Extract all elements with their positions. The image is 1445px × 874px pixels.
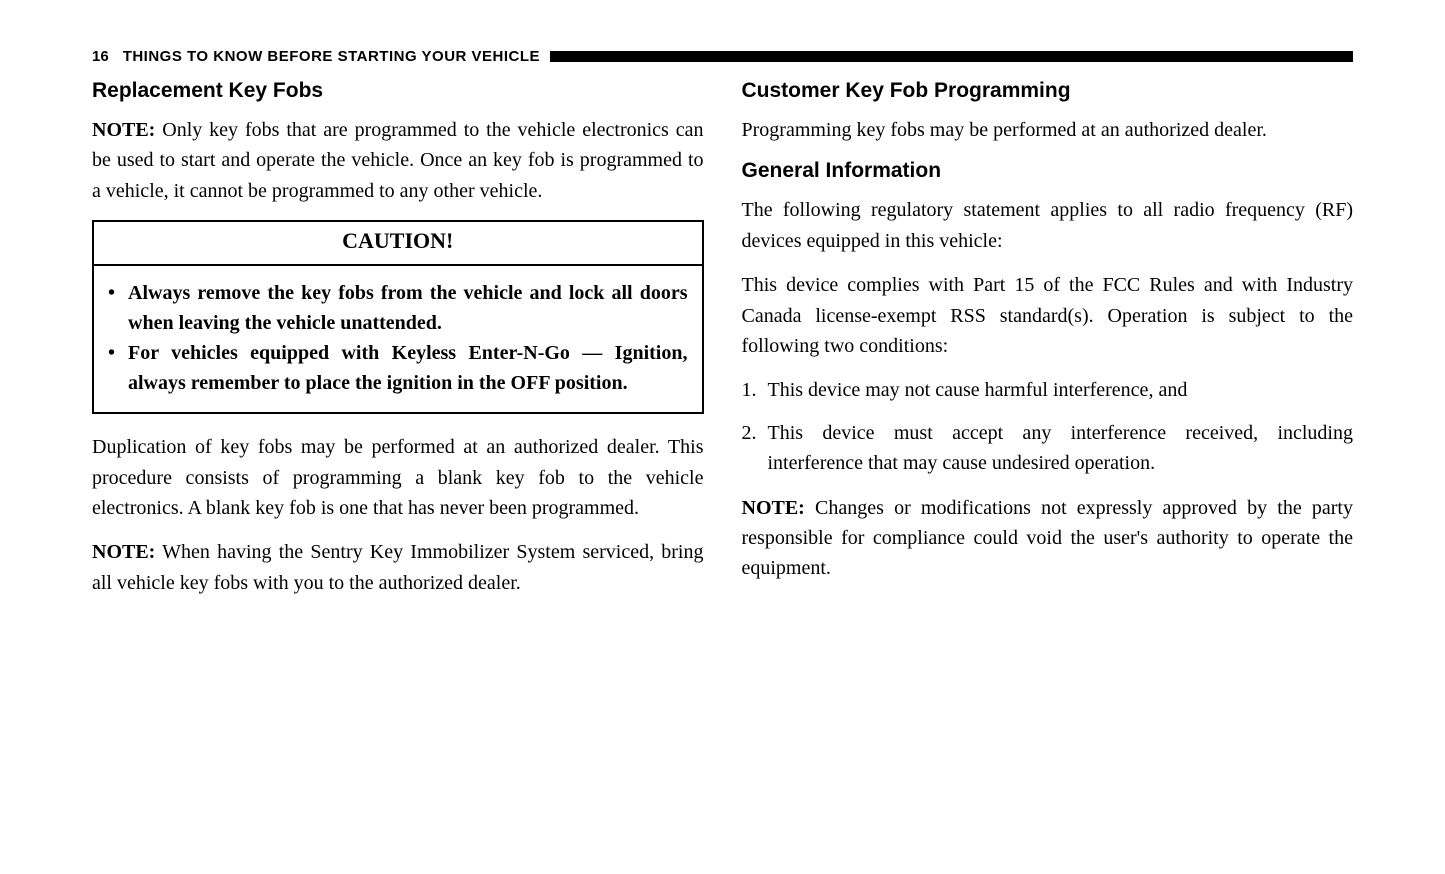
left-column: Replacement Key Fobs NOTE: Only key fobs…	[92, 73, 704, 612]
caution-title: CAUTION!	[94, 222, 702, 266]
note-label: NOTE:	[92, 541, 155, 563]
note-text: When having the Sentry Key Immobilizer S…	[92, 541, 704, 593]
note-label: NOTE:	[742, 497, 805, 519]
heading-general-information: General Information	[742, 159, 1354, 183]
caution-list: Always remove the key fobs from the vehi…	[108, 278, 688, 398]
note-text: Changes or modifications not expressly a…	[742, 497, 1354, 580]
caution-body: Always remove the key fobs from the vehi…	[94, 266, 702, 412]
note-label: NOTE:	[92, 119, 155, 141]
body-paragraph: Duplication of key fobs may be performed…	[92, 432, 704, 523]
header-title: THINGS TO KNOW BEFORE STARTING YOUR VEHI…	[123, 48, 540, 65]
note-paragraph: NOTE: When having the Sentry Key Immobil…	[92, 537, 704, 598]
note-text: Only key fobs that are programmed to the…	[92, 119, 704, 202]
caution-item: Always remove the key fobs from the vehi…	[108, 278, 688, 338]
running-header: 16 THINGS TO KNOW BEFORE STARTING YOUR V…	[92, 48, 1353, 65]
note-paragraph: NOTE: Changes or modifications not expre…	[742, 493, 1354, 584]
body-paragraph: Programming key fobs may be performed at…	[742, 115, 1354, 145]
conditions-list: This device may not cause harmful interf…	[742, 375, 1354, 478]
body-paragraph: This device complies with Part 15 of the…	[742, 270, 1354, 361]
header-rule	[550, 51, 1353, 62]
two-column-layout: Replacement Key Fobs NOTE: Only key fobs…	[92, 73, 1353, 612]
page-number: 16	[92, 48, 109, 65]
heading-customer-programming: Customer Key Fob Programming	[742, 79, 1354, 103]
caution-item: For vehicles equipped with Keyless Enter…	[108, 338, 688, 398]
caution-box: CAUTION! Always remove the key fobs from…	[92, 220, 704, 414]
heading-replacement-key-fobs: Replacement Key Fobs	[92, 79, 704, 103]
condition-item: This device must accept any interference…	[742, 418, 1354, 479]
note-paragraph: NOTE: Only key fobs that are programmed …	[92, 115, 704, 206]
body-paragraph: The following regulatory statement appli…	[742, 195, 1354, 256]
right-column: Customer Key Fob Programming Programming…	[742, 73, 1354, 612]
manual-page: 16 THINGS TO KNOW BEFORE STARTING YOUR V…	[0, 0, 1445, 612]
condition-item: This device may not cause harmful interf…	[742, 375, 1354, 405]
